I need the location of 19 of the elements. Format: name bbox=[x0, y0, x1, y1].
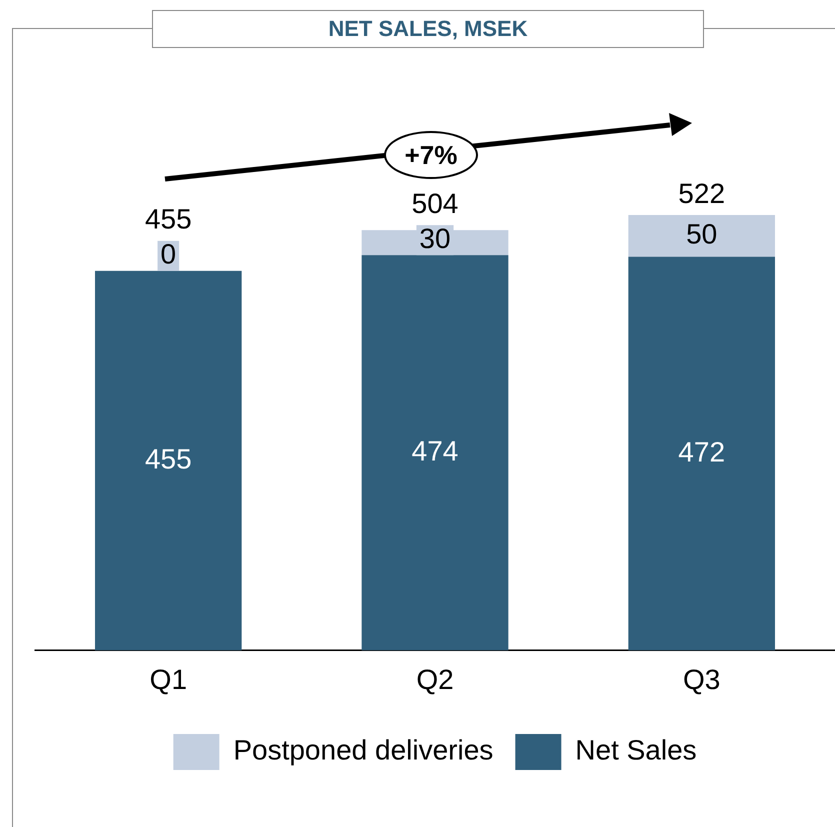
total-label: 455 bbox=[144, 204, 192, 235]
bar bbox=[628, 256, 775, 650]
x-tick-label: Q2 bbox=[416, 664, 454, 695]
legend-label: Net Sales bbox=[575, 734, 697, 766]
data-label: 474 bbox=[412, 435, 458, 466]
data-label: 0 bbox=[160, 238, 176, 270]
bar bbox=[95, 270, 242, 650]
bar bbox=[362, 255, 508, 650]
text: +7% bbox=[384, 131, 478, 179]
chart-title: NET SALES, MSEK bbox=[152, 10, 704, 48]
x-tick-label: Q3 bbox=[682, 664, 720, 695]
x-tick-label: Q1 bbox=[150, 664, 188, 695]
legend-label: Postponed deliveries bbox=[233, 734, 494, 766]
data-label: 472 bbox=[678, 436, 726, 468]
total-label: 522 bbox=[678, 178, 726, 209]
data-label: 50 bbox=[686, 218, 718, 250]
data-label: 455 bbox=[144, 443, 192, 474]
data-label: 30 bbox=[419, 222, 451, 254]
total-label: 504 bbox=[412, 188, 458, 219]
